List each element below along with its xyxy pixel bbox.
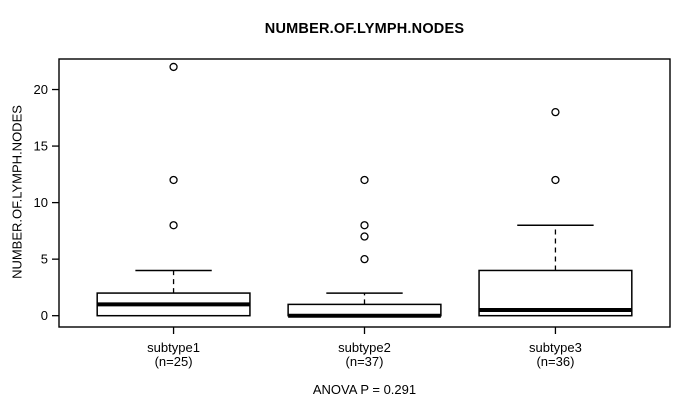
group-label: subtype1 [147,340,200,355]
outlier-point [169,221,178,230]
group-label: subtype3 [529,340,582,355]
y-tick-label: 20 [34,82,48,97]
outlier-point [169,175,178,185]
outlier-point [551,107,560,117]
group-n-label: (n=37) [346,354,384,369]
anova-annotation: ANOVA P = 0.291 [312,382,417,397]
y-tick-label: 0 [41,308,48,323]
y-tick-label: 5 [41,252,48,267]
outlier-point [169,62,178,72]
y-tick-label: 10 [34,195,48,210]
outlier-point [360,232,369,241]
outlier-point [360,255,369,264]
group-n-label: (n=36) [536,354,574,369]
y-tick-label: 15 [34,139,48,154]
group-label: subtype2 [338,340,391,355]
chart-title: NUMBER.OF.LYMPH.NODES [264,21,465,37]
group-n-label: (n=25) [155,354,193,369]
outlier-point [360,221,369,230]
outlier-point [551,175,560,185]
outlier-point [360,175,369,185]
